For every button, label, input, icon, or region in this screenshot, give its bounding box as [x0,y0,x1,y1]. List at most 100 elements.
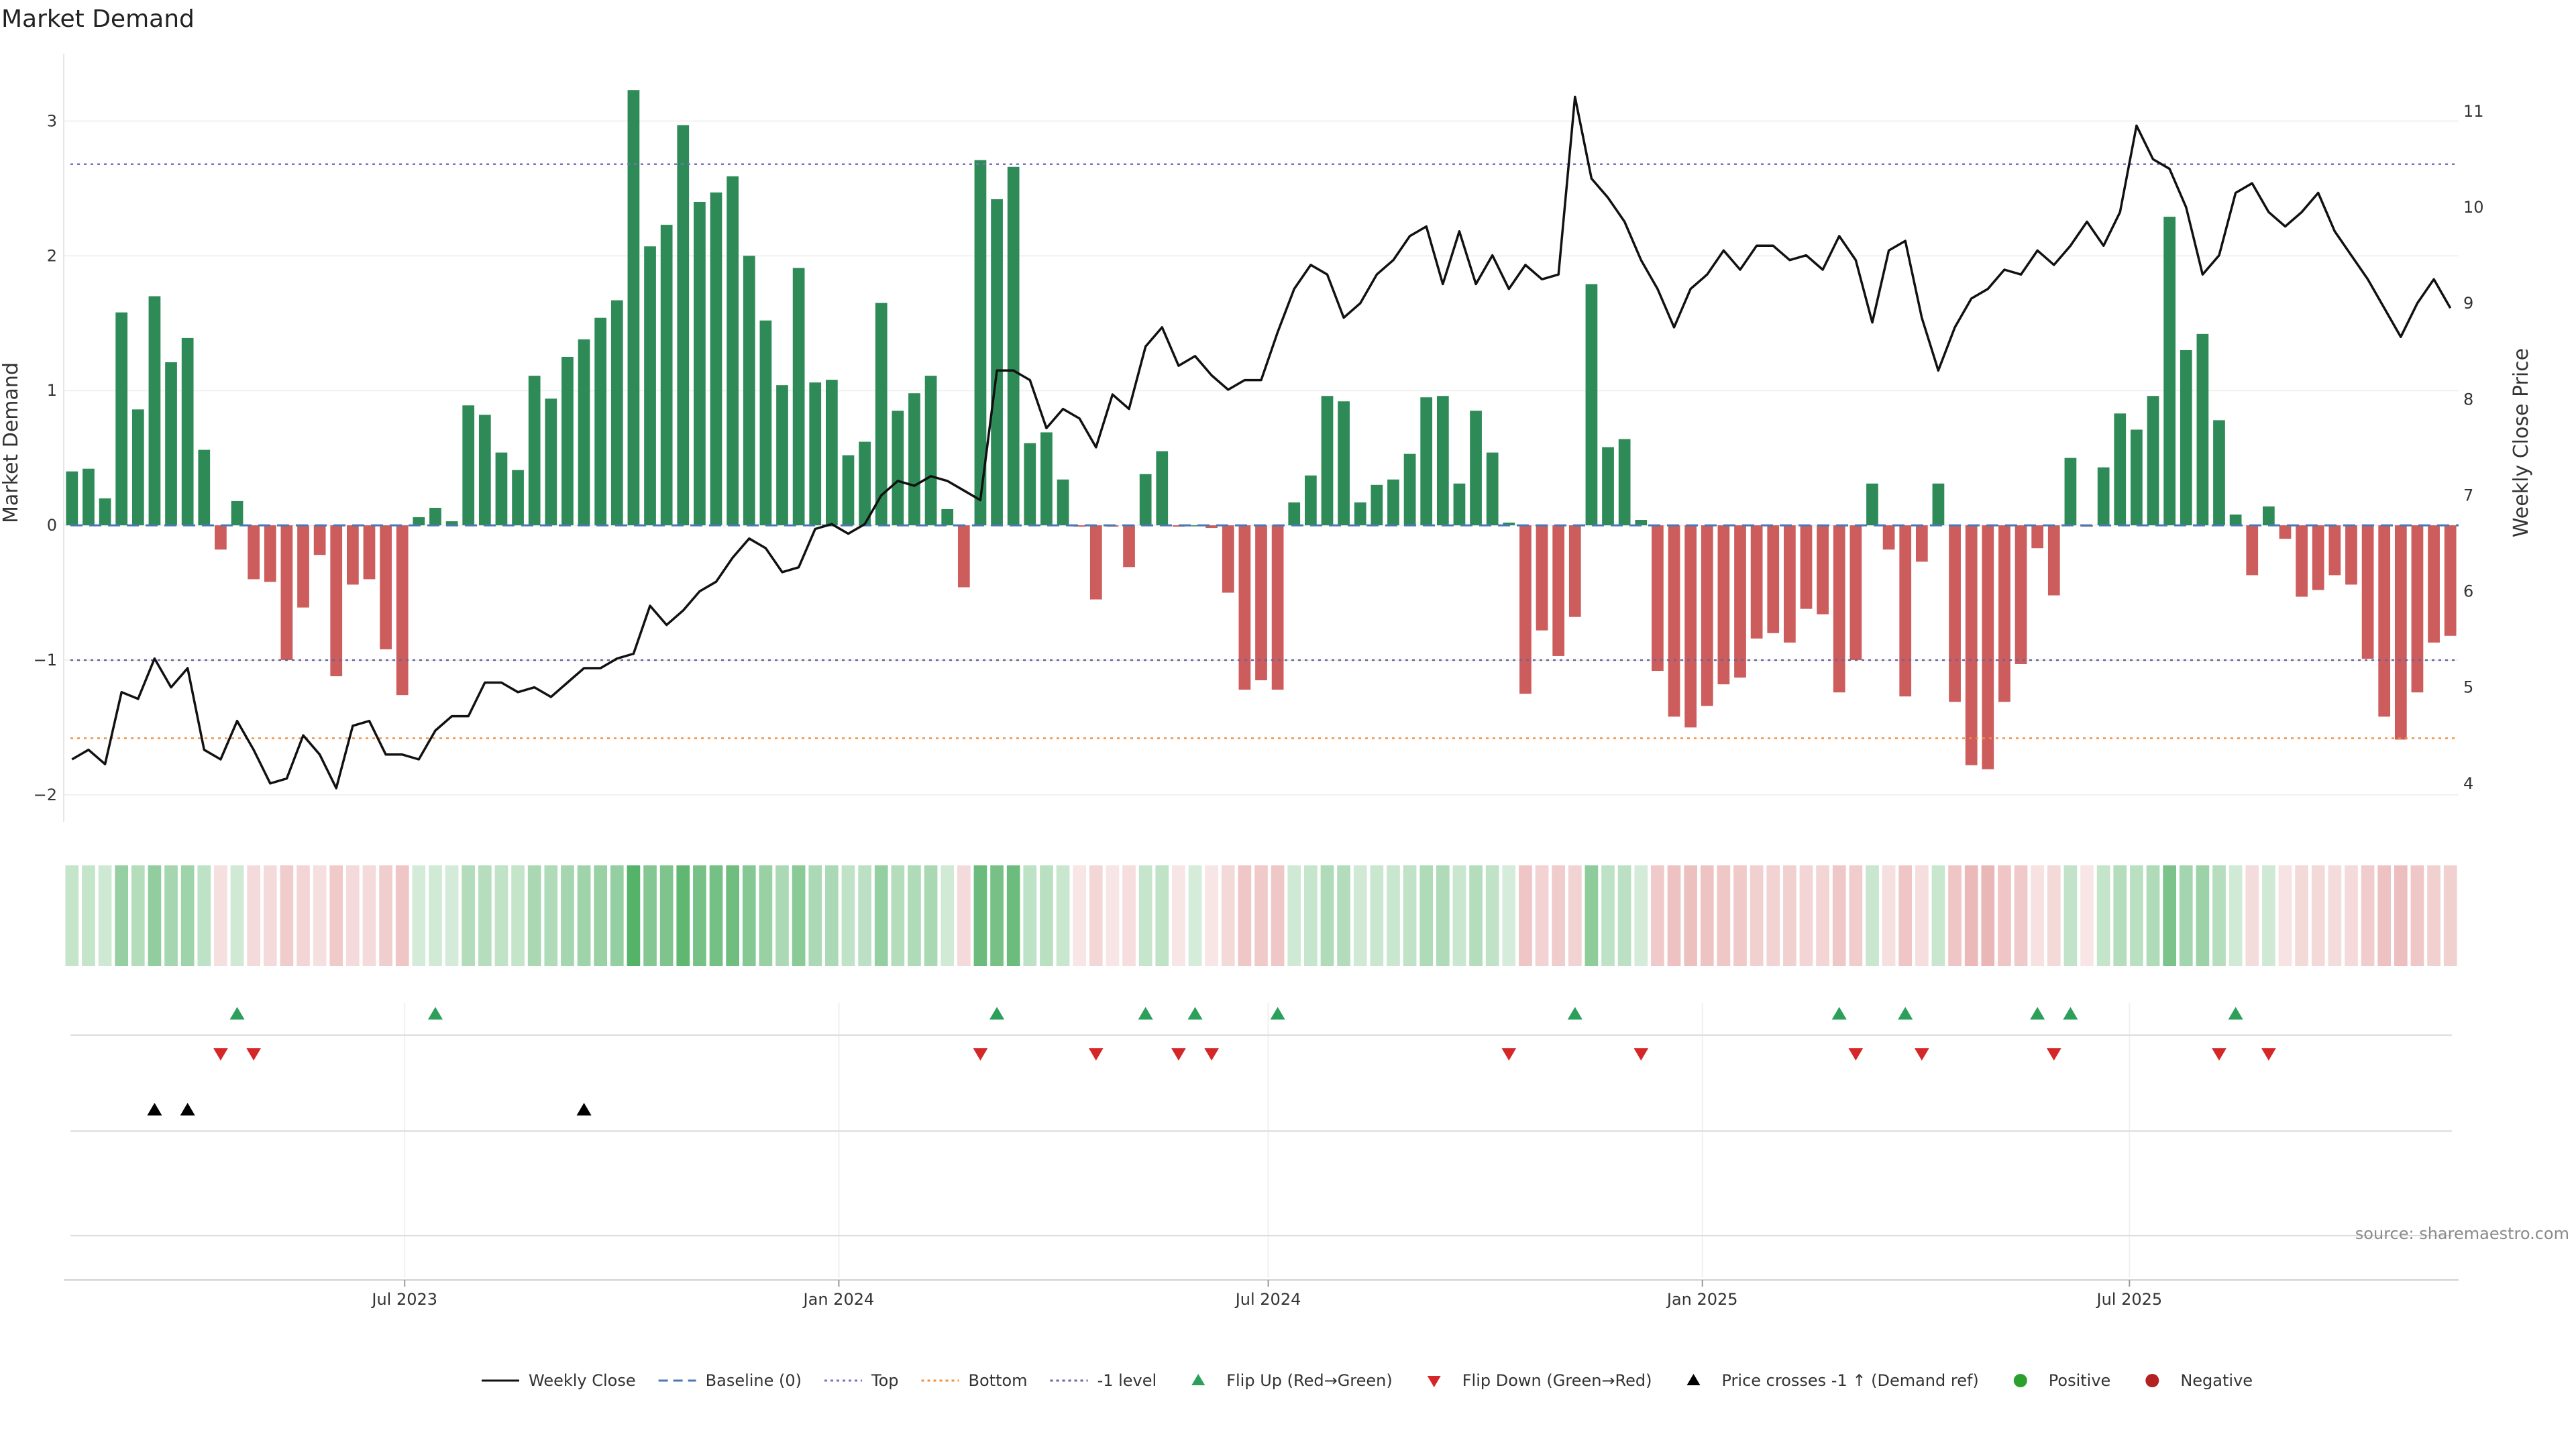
demand-bar [1552,525,1565,656]
heat-cell [2278,865,2292,966]
flip-up-marker [2030,1007,2045,1020]
heat-cell [164,865,178,966]
heat-cell [2212,865,2226,966]
flip-up-marker [1898,1007,1913,1020]
demand-bar [2345,525,2357,585]
heat-cell [874,865,888,966]
demand-bar [1568,525,1581,617]
legend-item: Top [824,1371,899,1390]
legend-swatch-marker [1686,1374,1701,1385]
heat-cell [1023,865,1037,966]
heat-cell [1089,865,1103,966]
heat-cell [2410,865,2424,966]
demand-bar [1271,525,1284,690]
demand-bar [396,525,409,696]
demand-bar [66,471,78,526]
heat-cell [1519,865,1532,966]
heat-cell [1502,865,1516,966]
legend-label: Price crosses -1 ↑ (Demand ref) [1722,1371,1979,1390]
heat-cell [1601,865,1615,966]
heat-cell [2443,865,2457,966]
demand-bar [462,405,475,526]
demand-bar [2031,525,2044,549]
demand-bar [1486,452,1499,526]
demand-bar [1057,479,1069,526]
flip-down-marker [2046,1048,2061,1061]
heat-cell [1271,865,1285,966]
heat-cell [1155,865,1169,966]
demand-bar [1238,525,1251,690]
demand-bar [1668,525,1680,717]
demand-bar [297,525,309,608]
heat-cell [676,865,690,966]
demand-bar [1189,525,1201,527]
demand-bar [1007,166,1020,526]
heat-cell [1948,865,1962,966]
heat-cell [2031,865,2045,966]
demand-bar [1652,525,1664,672]
demand-bar [594,317,607,526]
demand-bar [181,337,194,526]
heat-cell [1337,865,1350,966]
demand-bar [528,376,541,526]
heat-cell [1568,865,1582,966]
y2-tick-label: 9 [2463,294,2473,313]
y2-tick-label: 4 [2463,774,2473,793]
demand-bar [991,199,1003,526]
heat-cell [1799,865,1813,966]
demand-bar [792,268,805,526]
demand-bar [1882,525,1895,550]
demand-bar [2180,350,2192,526]
demand-bar [1519,525,1532,694]
heat-cell [412,865,426,966]
heat-cell [2311,865,2325,966]
y2-tick-label: 10 [2463,198,2484,217]
demand-bar [1139,474,1152,526]
y-ticks: −2 −1 0 1 2 3 4 5 6 7 8 9 10 11 [34,102,2484,804]
demand-bar [1173,525,1185,527]
demand-bar [2296,525,2308,597]
demand-bar [1998,525,2010,702]
demand-bar [1783,525,1796,643]
heat-cell [313,865,327,966]
heat-cell [1452,865,1466,966]
demand-bar [512,470,524,526]
heat-cell [2427,865,2440,966]
demand-bar [2196,333,2209,526]
demand-bar [2213,420,2225,526]
heat-cell [1040,865,1053,966]
heat-cell [908,865,921,966]
demand-heat-strip [65,865,2457,966]
demand-bar [83,468,95,526]
legend-label: Flip Up (Red→Green) [1226,1371,1393,1390]
y-tick-label: −1 [34,651,57,669]
legend-item: Bottom [921,1371,1028,1390]
demand-bar [1288,502,1301,526]
heat-cell [1073,865,1087,966]
heat-cell [1931,865,1945,966]
heat-cell [1370,865,1384,966]
heat-cell [775,865,789,966]
demand-bar [2097,467,2110,526]
demand-bar [1453,483,1466,526]
heat-cell [1238,865,1252,966]
flip-up-marker [1270,1007,1285,1020]
demand-bar [825,380,838,526]
price-line-layer [71,95,2452,790]
demand-bar [1949,525,1961,702]
heat-cell [1552,865,1566,966]
demand-bar [578,339,590,526]
y-tick-label: 2 [47,246,57,265]
price-cross-marker [147,1103,162,1116]
chart-title: Market Demand [1,5,195,33]
reference-lines [70,163,2459,739]
heat-cell [792,865,806,966]
heat-cell [1733,865,1747,966]
flip-down-marker [1088,1048,1104,1061]
demand-bar [99,498,111,526]
demand-bar [677,125,690,526]
demand-bar [1982,525,1994,769]
legend-item: Price crosses -1 ↑ (Demand ref) [1686,1371,1979,1390]
demand-bar [148,296,161,526]
